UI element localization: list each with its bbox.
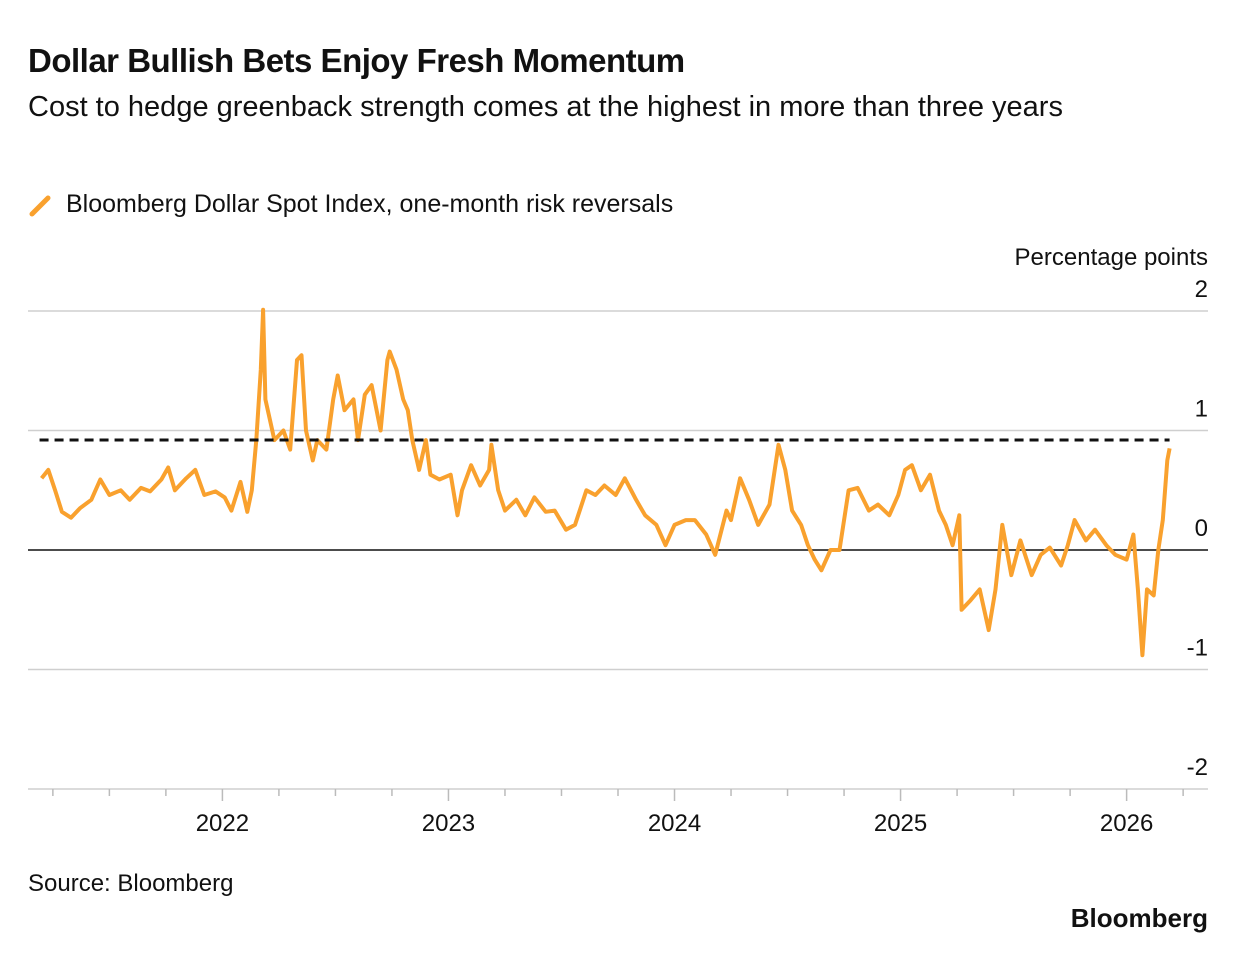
y-tick-label: -1: [1187, 635, 1208, 662]
y-tick-label: -2: [1187, 754, 1208, 781]
x-tick-label: 2026: [1100, 810, 1153, 837]
legend-label: Bloomberg Dollar Spot Index, one-month r…: [66, 190, 674, 218]
legend-swatch: [29, 195, 51, 216]
x-tick-label: 2023: [422, 810, 475, 837]
x-tick-label: 2024: [648, 810, 701, 837]
x-tick-label: 2022: [196, 810, 249, 837]
y-axis-label: Percentage points: [1015, 244, 1208, 271]
chart-subtitle: Cost to hedge greenback strength comes a…: [28, 91, 1063, 123]
source: Source: Bloomberg: [28, 870, 234, 897]
brand: Bloomberg: [1070, 903, 1208, 933]
data-line: [40, 307, 1172, 658]
chart-title: Dollar Bullish Bets Enjoy Fresh Momentum: [28, 42, 685, 79]
y-tick-label: 0: [1195, 515, 1208, 542]
y-tick-label: 2: [1195, 276, 1208, 303]
legend: Bloomberg Dollar Spot Index, one-month r…: [28, 190, 673, 219]
x-tick-label: 2025: [874, 810, 927, 837]
y-tick-label: 1: [1195, 396, 1208, 423]
